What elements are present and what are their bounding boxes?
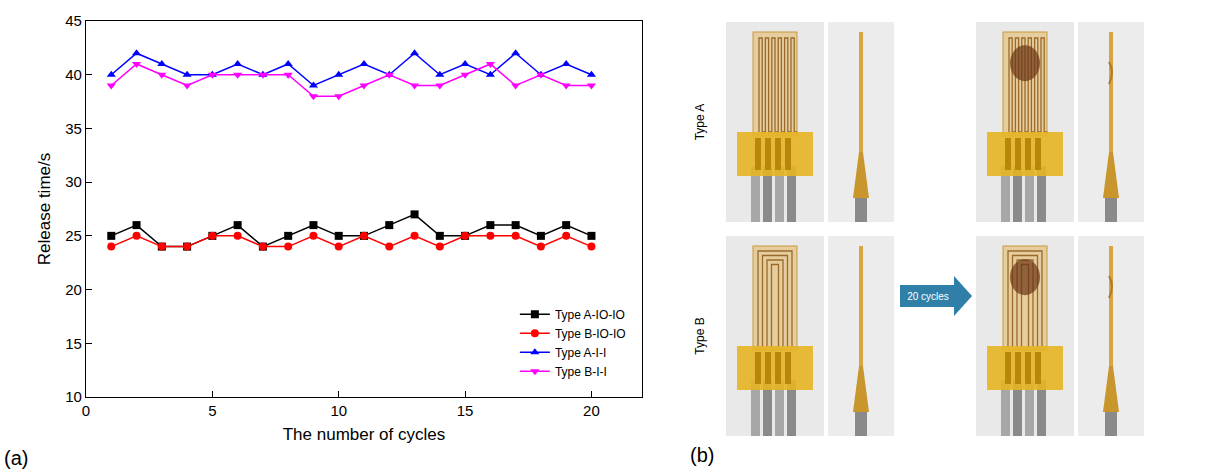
svg-text:10: 10 [330, 402, 347, 419]
svg-text:40: 40 [65, 66, 82, 83]
svg-text:Type B-IO-IO: Type B-IO-IO [555, 327, 626, 341]
svg-text:(a): (a) [4, 447, 28, 469]
svg-text:(b): (b) [690, 444, 714, 466]
svg-text:The number of cycles: The number of cycles [283, 425, 446, 444]
svg-text:35: 35 [65, 120, 82, 137]
svg-text:Type A: Type A [693, 104, 707, 141]
svg-text:5: 5 [208, 402, 216, 419]
svg-text:45: 45 [65, 12, 82, 29]
svg-text:Type B: Type B [693, 317, 707, 354]
svg-text:10: 10 [65, 388, 82, 405]
svg-text:0: 0 [82, 402, 90, 419]
svg-text:15: 15 [457, 402, 474, 419]
svg-text:Type A-IO-IO: Type A-IO-IO [555, 308, 625, 322]
svg-text:Release time/s: Release time/s [35, 153, 54, 265]
svg-text:Type A-I-I: Type A-I-I [555, 346, 606, 360]
svg-text:15: 15 [65, 335, 82, 352]
svg-text:30: 30 [65, 173, 82, 190]
svg-text:25: 25 [65, 227, 82, 244]
svg-text:20 cycles: 20 cycles [907, 291, 949, 302]
svg-text:20: 20 [65, 281, 82, 298]
svg-text:20: 20 [583, 402, 600, 419]
svg-text:Type B-I-I: Type B-I-I [555, 365, 607, 379]
